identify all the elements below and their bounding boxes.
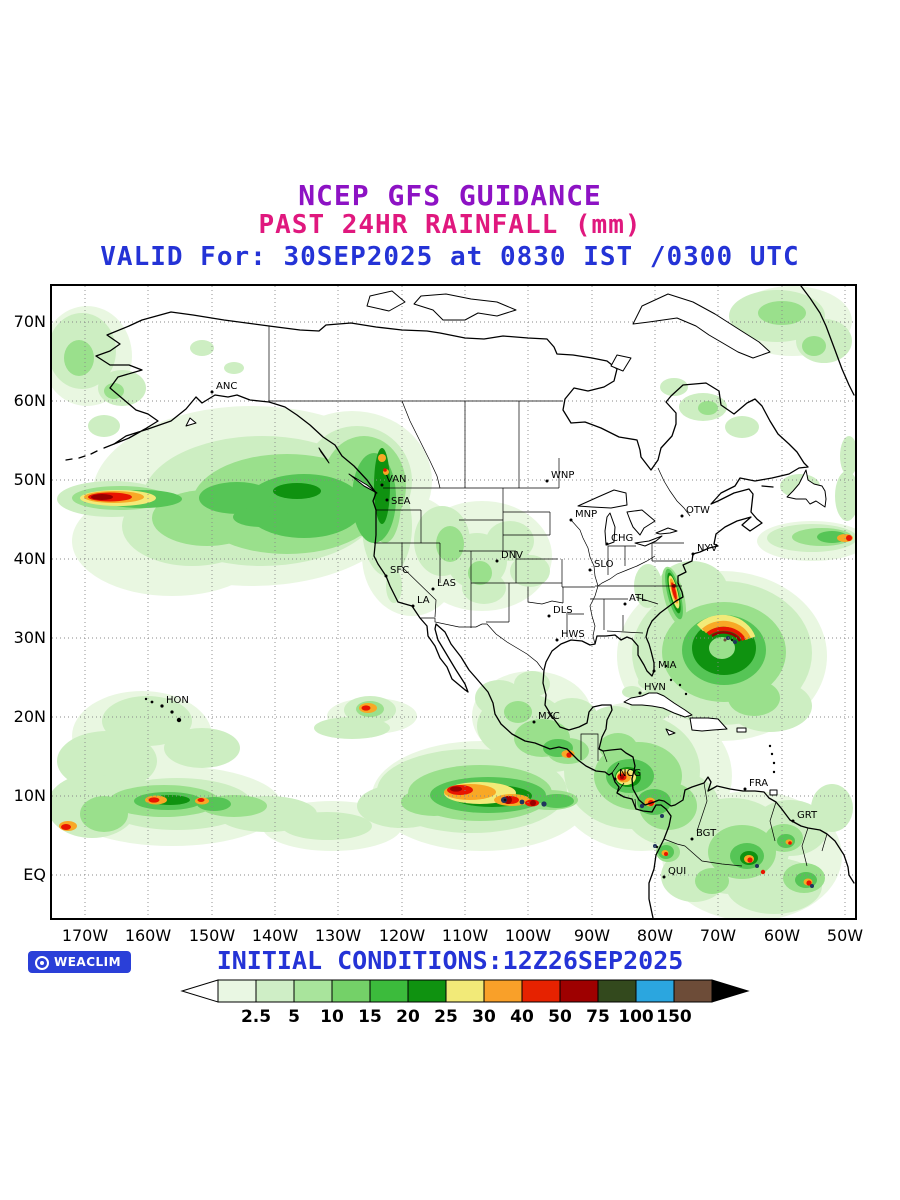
colorbar-canvas: 2.5 5 10 15 20 25 30 40 50 75 100 150 xyxy=(180,979,750,1027)
colorbar-cell xyxy=(255,979,295,1003)
station-label: DNV xyxy=(501,550,523,561)
station-label: HVN xyxy=(644,682,666,693)
station-label: ATL xyxy=(629,593,647,604)
lon-label: 100W xyxy=(504,926,552,945)
station-label: GRT xyxy=(797,810,818,821)
lat-label: 10N xyxy=(13,786,46,805)
colorbar-arrow-right xyxy=(711,979,750,1003)
lon-label: 80W xyxy=(636,926,674,945)
colorbar-tick: 2.5 xyxy=(241,1007,271,1027)
station-label: NCG xyxy=(619,768,641,779)
colorbar-tick: 50 xyxy=(548,1007,572,1027)
lon-label: 150W xyxy=(188,926,236,945)
station-label: ANC xyxy=(216,381,237,392)
station-label: LA xyxy=(417,595,430,606)
colorbar-cell xyxy=(445,979,485,1003)
colorbar-arrow-left xyxy=(180,979,219,1003)
lat-label: 20N xyxy=(13,707,46,726)
map-plot-area: ANC VAN SEA WNP MNP CHG OTW NYV SLO DNV … xyxy=(50,284,857,920)
coastlines xyxy=(65,286,855,918)
colorbar-cell xyxy=(635,979,675,1003)
colorbar-tick: 10 xyxy=(320,1007,344,1027)
colorbar-cell xyxy=(483,979,523,1003)
state-borders xyxy=(268,326,828,867)
colorbar-cell xyxy=(293,979,333,1003)
lon-label: 90W xyxy=(573,926,611,945)
colorbar-cell xyxy=(217,979,257,1003)
logo-icon xyxy=(35,956,49,970)
station-label: FRA xyxy=(749,778,768,789)
station-label: SEA xyxy=(391,496,411,507)
lat-label: 40N xyxy=(13,549,46,568)
map-canvas: ANC VAN SEA WNP MNP CHG OTW NYV SLO DNV … xyxy=(52,286,855,918)
colorbar-cell xyxy=(369,979,409,1003)
lon-label: 170W xyxy=(61,926,109,945)
station-label: HWS xyxy=(561,629,585,640)
logo-icon-dot xyxy=(40,961,44,965)
station-label: BGT xyxy=(696,828,717,839)
colorbar-tick: 100 xyxy=(618,1007,654,1027)
colorbar-cell xyxy=(597,979,637,1003)
lon-label: 140W xyxy=(251,926,299,945)
colorbar-cell xyxy=(673,979,713,1003)
rainfall-shading xyxy=(52,286,855,918)
lat-label: 30N xyxy=(13,628,46,647)
station-labels: ANC VAN SEA WNP MNP CHG OTW NYV SLO DNV … xyxy=(160,381,818,879)
colorbar-tick: 75 xyxy=(586,1007,610,1027)
lon-label: 60W xyxy=(763,926,801,945)
colorbar-tick: 20 xyxy=(396,1007,420,1027)
title-model: NCEP GFS GUIDANCE xyxy=(298,179,602,212)
colorbar-cell xyxy=(407,979,447,1003)
colorbar-cell xyxy=(331,979,371,1003)
station-label: SFC xyxy=(390,565,409,576)
colorbar-tick: 5 xyxy=(288,1007,300,1027)
lakes-islands xyxy=(185,290,827,796)
rainfall-color-scale: 2.5 5 10 15 20 25 30 40 50 75 100 150 xyxy=(180,978,750,1034)
lat-label: 60N xyxy=(13,391,46,410)
lon-label: 120W xyxy=(378,926,426,945)
station-label: WNP xyxy=(551,470,574,481)
weaclim-logo-badge: WEACLIM xyxy=(28,951,132,973)
colorbar-tick: 25 xyxy=(434,1007,458,1027)
station-label: CHG xyxy=(611,533,633,544)
station-label: QUI xyxy=(668,866,686,877)
title-block: NCEP GFS GUIDANCE PAST 24HR RAINFALL (mm… xyxy=(0,180,900,273)
logo-text: WEACLIM xyxy=(54,955,122,969)
station-label: VAN xyxy=(386,474,407,485)
station-label: MIA xyxy=(658,660,677,671)
lon-label: 160W xyxy=(124,926,172,945)
station-label: OTW xyxy=(686,505,710,516)
station-label: DLS xyxy=(553,605,573,616)
lat-label: EQ xyxy=(23,865,46,884)
station-label: HON xyxy=(166,695,189,706)
station-label: LAS xyxy=(437,578,456,589)
station-label: NYV xyxy=(697,543,718,554)
colorbar-cell xyxy=(559,979,599,1003)
title-variable: PAST 24HR RAINFALL (mm) xyxy=(258,210,642,241)
initial-conditions-text: INITIAL CONDITIONS:12Z26SEP2025 xyxy=(216,946,684,975)
station-label: SLO xyxy=(594,559,614,570)
station-label: MNP xyxy=(575,509,597,520)
colorbar-tick: 30 xyxy=(472,1007,496,1027)
lon-label: 70W xyxy=(699,926,737,945)
colorbar-tick: 150 xyxy=(656,1007,692,1027)
lon-label: 110W xyxy=(441,926,489,945)
station-label: MXC xyxy=(538,711,560,722)
lat-label: 50N xyxy=(13,470,46,489)
lon-label: 130W xyxy=(314,926,362,945)
lon-label: 50W xyxy=(826,926,864,945)
colorbar-cell xyxy=(521,979,561,1003)
colorbar-tick: 15 xyxy=(358,1007,382,1027)
title-valid-time: VALID For: 30SEP2025 at 0830 IST /0300 U… xyxy=(100,242,800,273)
lat-label: 70N xyxy=(13,312,46,331)
colorbar-tick: 40 xyxy=(510,1007,534,1027)
